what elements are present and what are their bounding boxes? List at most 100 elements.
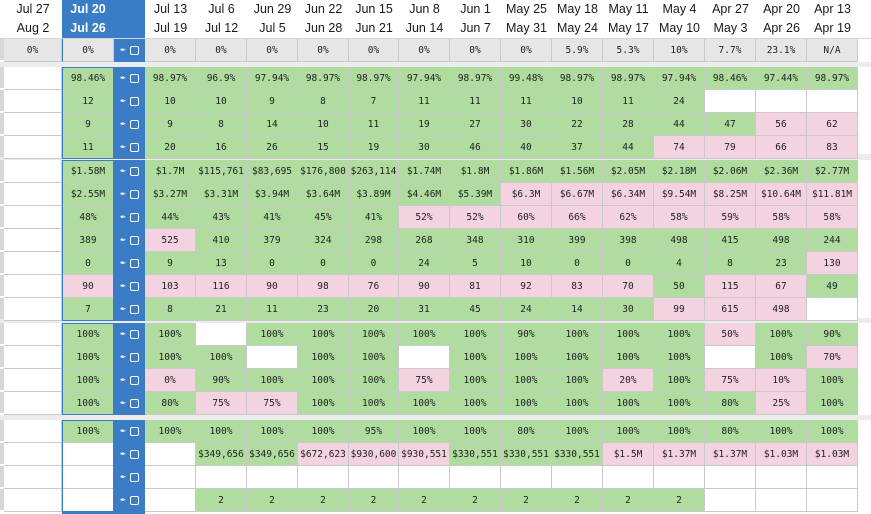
metric-row-cell[interactable]: 268 xyxy=(399,229,450,252)
row-tools[interactable]: ✒ xyxy=(114,420,145,443)
metric-row-cell[interactable]: 80% xyxy=(705,420,756,443)
change-row-cell[interactable]: 0% xyxy=(196,39,247,62)
metric-row-cell[interactable]: 50 xyxy=(654,275,705,298)
metric-row-cell[interactable]: 90% xyxy=(807,323,858,346)
metric-row-cell[interactable]: 83 xyxy=(807,136,858,159)
row-handle[interactable] xyxy=(0,67,4,88)
row-handle[interactable] xyxy=(0,466,4,487)
row-tools[interactable]: ✒ xyxy=(114,346,145,369)
metric-row-cell[interactable] xyxy=(807,298,858,321)
row-tools[interactable]: ✒ xyxy=(114,369,145,392)
checkbox-icon[interactable] xyxy=(129,450,139,459)
week-end-label[interactable]: Jul 19 xyxy=(153,21,188,35)
metric-row-cell[interactable]: 310 xyxy=(501,229,552,252)
metric-row-cell[interactable]: 100% xyxy=(247,323,298,346)
metric-row-cell[interactable]: $83,695 xyxy=(247,160,298,183)
row-handle[interactable] xyxy=(0,323,4,344)
metric-row-cell[interactable]: 100% xyxy=(501,392,552,415)
metric-row-cell[interactable]: 100% xyxy=(552,420,603,443)
metric-row-cell[interactable]: 100% xyxy=(399,323,450,346)
row-tools[interactable]: ✒ xyxy=(114,90,145,113)
metric-row-cell[interactable] xyxy=(4,160,62,183)
row-handle[interactable] xyxy=(0,183,4,204)
metric-row-cell[interactable]: 11 xyxy=(603,90,654,113)
wrench-icon[interactable]: ✒ xyxy=(120,142,126,152)
week-end-label[interactable]: Jun 14 xyxy=(405,21,444,35)
metric-row-cell[interactable]: 298 xyxy=(349,229,399,252)
metric-row-cell[interactable]: 66 xyxy=(756,136,807,159)
metric-row-cell[interactable]: 100% xyxy=(450,392,501,415)
metric-row-cell[interactable]: 30 xyxy=(501,113,552,136)
checkbox-icon[interactable] xyxy=(129,74,139,83)
metric-row-cell[interactable] xyxy=(450,466,501,489)
metric-row-cell[interactable]: $1.37M xyxy=(654,443,705,466)
metric-row-cell[interactable]: 58% xyxy=(654,206,705,229)
metric-row-cell[interactable]: 7 xyxy=(349,90,399,113)
metric-row-cell[interactable] xyxy=(807,489,858,512)
wrench-icon[interactable]: ✒ xyxy=(120,398,126,408)
metric-row-cell[interactable]: 98 xyxy=(298,275,349,298)
metric-row-cell[interactable]: 0 xyxy=(552,252,603,275)
row-tools[interactable]: ✒ xyxy=(114,323,145,346)
row-tools[interactable]: ✒ xyxy=(114,489,145,512)
metric-row-cell[interactable]: $2.06M xyxy=(705,160,756,183)
change-row-cell[interactable]: 5.3% xyxy=(603,39,654,62)
metric-row-cell[interactable]: 76 xyxy=(349,275,399,298)
metric-row-cell[interactable] xyxy=(4,252,62,275)
metric-row-cell[interactable] xyxy=(4,420,62,443)
metric-row-cell[interactable]: $3.94M xyxy=(247,183,298,206)
week-start-label[interactable]: May 25 xyxy=(506,2,547,16)
wrench-icon[interactable]: ✒ xyxy=(120,96,126,106)
metric-row-cell[interactable]: 100% xyxy=(62,420,114,443)
metric-row-cell[interactable]: 44 xyxy=(603,136,654,159)
metric-row-cell[interactable]: 46 xyxy=(450,136,501,159)
change-row-cell[interactable]: 0% xyxy=(501,39,552,62)
metric-row-cell[interactable] xyxy=(705,466,756,489)
week-end-label[interactable]: Jun 7 xyxy=(460,21,491,35)
metric-row-cell[interactable]: 100% xyxy=(450,346,501,369)
metric-row-cell[interactable]: 98.97% xyxy=(298,67,349,90)
metric-row-cell[interactable]: 28 xyxy=(603,113,654,136)
metric-row-cell[interactable] xyxy=(4,67,62,90)
metric-row-cell[interactable]: 24 xyxy=(399,252,450,275)
metric-row-cell[interactable]: 90 xyxy=(62,275,114,298)
wrench-icon[interactable]: ✒ xyxy=(120,73,126,83)
metric-row-cell[interactable]: 98.97% xyxy=(552,67,603,90)
metric-row-cell[interactable]: 525 xyxy=(145,229,196,252)
metric-row-cell[interactable]: 100% xyxy=(62,346,114,369)
metric-row-cell[interactable]: $1.86M xyxy=(501,160,552,183)
metric-row-cell[interactable]: 24 xyxy=(654,90,705,113)
metric-row-cell[interactable]: 2 xyxy=(298,489,349,512)
row-handle[interactable] xyxy=(0,229,4,250)
metric-row-cell[interactable]: $349,656 xyxy=(247,443,298,466)
metric-row-cell[interactable]: 100% xyxy=(603,323,654,346)
change-row-cell[interactable]: 23.1% xyxy=(756,39,807,62)
metric-row-cell[interactable]: $330,551 xyxy=(501,443,552,466)
metric-row-cell[interactable]: 22 xyxy=(552,113,603,136)
week-end-label[interactable]: Apr 26 xyxy=(763,21,800,35)
metric-row-cell[interactable]: 0 xyxy=(298,252,349,275)
wrench-icon[interactable]: ✒ xyxy=(120,119,126,129)
checkbox-icon[interactable] xyxy=(129,190,139,199)
metric-row-cell[interactable]: 41% xyxy=(247,206,298,229)
checkbox-icon[interactable] xyxy=(129,213,139,222)
metric-row-cell[interactable]: 43% xyxy=(196,206,247,229)
metric-row-cell[interactable]: 100% xyxy=(145,346,196,369)
metric-row-cell[interactable]: 10 xyxy=(298,113,349,136)
metric-row-cell[interactable]: 10 xyxy=(552,90,603,113)
metric-row-cell[interactable]: 47 xyxy=(705,113,756,136)
metric-row-cell[interactable]: $1.58M xyxy=(62,160,114,183)
row-handle[interactable] xyxy=(0,275,4,296)
metric-row-cell[interactable]: $10.64M xyxy=(756,183,807,206)
metric-row-cell[interactable]: 0 xyxy=(349,252,399,275)
metric-row-cell[interactable]: 100% xyxy=(349,369,399,392)
row-handle[interactable] xyxy=(0,160,4,181)
metric-row-cell[interactable] xyxy=(756,466,807,489)
checkbox-icon[interactable] xyxy=(129,167,139,176)
metric-row-cell[interactable]: 9 xyxy=(247,90,298,113)
metric-row-cell[interactable]: 75% xyxy=(705,369,756,392)
metric-row-cell[interactable]: 100% xyxy=(756,323,807,346)
week-end-label[interactable]: May 17 xyxy=(608,21,649,35)
metric-row-cell[interactable]: 100% xyxy=(450,369,501,392)
metric-row-cell[interactable]: 100% xyxy=(654,420,705,443)
